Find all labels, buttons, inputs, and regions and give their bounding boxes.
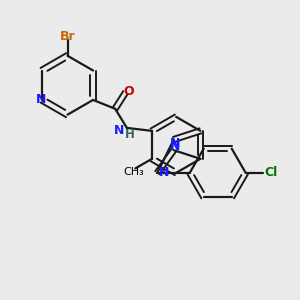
Text: Br: Br <box>60 30 76 43</box>
Text: H: H <box>125 128 135 141</box>
Text: O: O <box>123 85 134 98</box>
Text: N: N <box>170 136 180 149</box>
Text: CH₃: CH₃ <box>124 167 144 177</box>
Text: N: N <box>170 140 180 153</box>
Text: N: N <box>114 124 125 137</box>
Text: N: N <box>35 93 46 106</box>
Text: Cl: Cl <box>264 166 277 179</box>
Text: N: N <box>159 166 169 179</box>
